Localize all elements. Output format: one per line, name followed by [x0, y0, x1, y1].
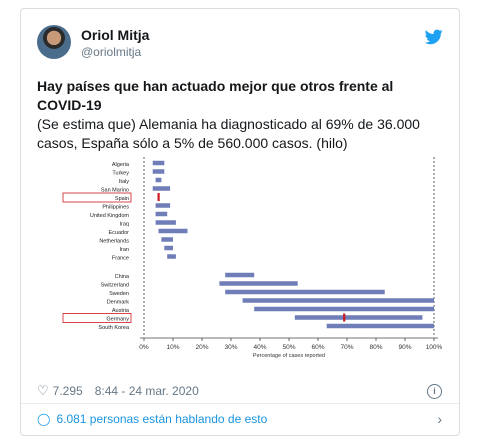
divider [21, 403, 459, 404]
range-bar [225, 272, 255, 278]
row-label: Iraq [120, 222, 129, 228]
row-label: Germany [106, 317, 129, 323]
row-label: Switzerland [101, 283, 129, 289]
row-label: Turkey [112, 171, 129, 177]
range-bar [254, 306, 434, 312]
range-bar [219, 281, 298, 286]
range-bar [167, 254, 176, 259]
row-label: Spain [115, 196, 129, 202]
author-name[interactable]: Oriol Mitja [81, 27, 150, 43]
range-bar [164, 245, 173, 251]
row-label: United Kingdom [90, 213, 130, 219]
x-tick-label: 40% [253, 344, 266, 351]
estimate-marker [343, 313, 346, 322]
comment-bubble-icon: ◯ [37, 412, 51, 426]
tweet-card: Oriol Mitja @oriolmitja Hay países que h… [20, 8, 460, 436]
like-count[interactable]: 7.295 [52, 384, 83, 398]
estimate-marker [157, 193, 160, 201]
row-label: Italy [119, 179, 129, 185]
chevron-right-icon: › [437, 411, 442, 427]
x-tick-label: 70% [340, 344, 353, 351]
row-label: South Korea [98, 325, 130, 331]
range-bar [155, 220, 176, 225]
author-handle[interactable]: @oriolmitja [81, 45, 142, 59]
row-label: Sweden [109, 291, 129, 297]
author-avatar[interactable] [37, 25, 71, 59]
range-bar [326, 323, 434, 329]
tweet-timestamp[interactable]: 8:44 - 24 mar. 2020 [94, 384, 199, 398]
range-bar [155, 203, 171, 208]
range-bar [242, 298, 434, 303]
row-label: Iran [120, 247, 129, 253]
heart-icon[interactable]: ♡ [37, 383, 49, 398]
range-bar [152, 169, 165, 174]
range-bar [294, 315, 423, 320]
row-label: Ecuador [109, 230, 130, 236]
tweet-text-bold: Hay países que han actuado mejor que otr… [37, 78, 394, 113]
x-tick-label: 60% [311, 344, 324, 351]
row-label: Denmark [107, 300, 130, 306]
row-label: Austria [112, 308, 130, 314]
conversation-label: 6.081 personas están hablando de esto [56, 412, 268, 426]
range-bar [155, 177, 162, 183]
tweet-text-body: (Se estima que) Alemania ha diagnosticad… [37, 116, 420, 151]
row-label: Algeria [112, 162, 130, 168]
chart-svg: 0% 10% 20% 30% 40% 50% 60% 70% 80% 90% 100% Percent… [62, 157, 443, 359]
row-label: China [115, 274, 130, 280]
highlight-box [62, 192, 132, 203]
row-label: France [112, 256, 129, 262]
x-tick-label: 80% [369, 344, 382, 351]
row-label: Philippines [102, 205, 129, 211]
tweet-image-chart[interactable]: 0% 10% 20% 30% 40% 50% 60% 70% 80% 90% 100% Percent… [61, 157, 451, 377]
tweet-text: Hay países que han actuado mejor que otr… [37, 77, 442, 153]
tweet-meta: ♡ 7.295 8:44 - 24 mar. 2020 i [37, 381, 442, 401]
range-bar [161, 237, 173, 242]
x-axis-label: Percentage of cases reported [253, 353, 325, 359]
range-bar [158, 228, 188, 234]
info-icon[interactable]: i [427, 383, 442, 399]
highlight-box [62, 313, 132, 323]
x-tick-label: 30% [224, 344, 237, 351]
twitter-bird-icon[interactable] [425, 29, 443, 45]
range-bar [152, 160, 165, 166]
range-bar [152, 186, 171, 191]
x-tick-label: 10% [166, 344, 179, 351]
row-label: San Marino [101, 188, 129, 194]
x-tick-label: 0% [139, 344, 149, 351]
row-label: Netherlands [99, 239, 129, 245]
range-bar [225, 289, 385, 295]
conversation-link[interactable]: ◯ 6.081 personas están hablando de esto … [37, 409, 442, 429]
x-tick-label: 100% [426, 344, 443, 351]
x-tick-label: 90% [398, 344, 411, 351]
range-bar [155, 211, 168, 217]
x-tick-label: 50% [282, 344, 295, 351]
x-tick-label: 20% [195, 344, 208, 351]
